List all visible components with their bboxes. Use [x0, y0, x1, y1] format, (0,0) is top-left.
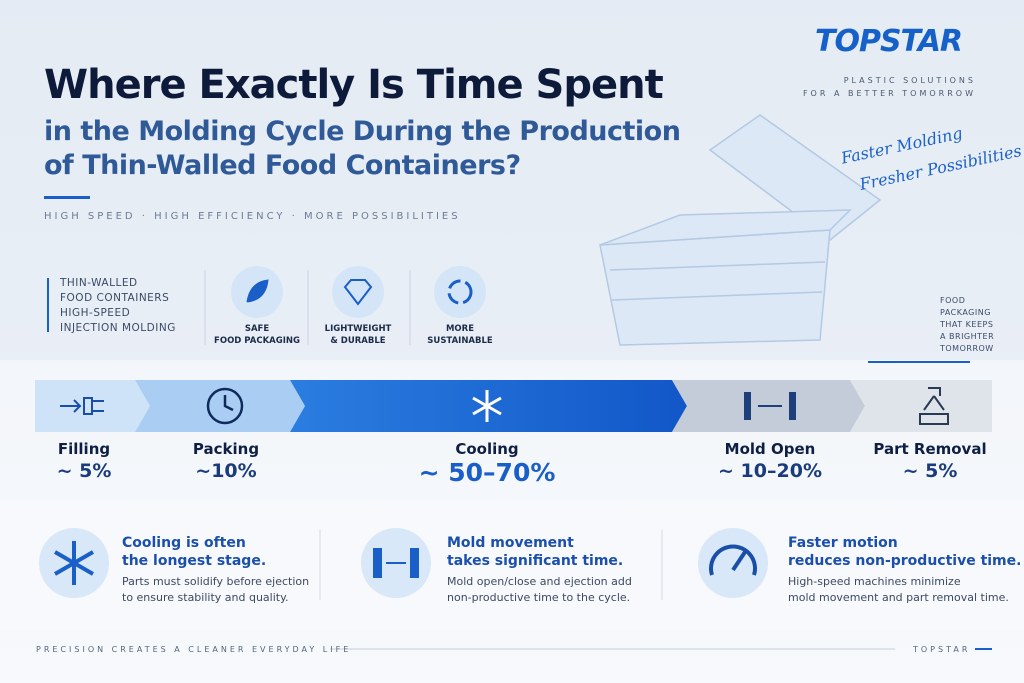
feature-label: SAFE [244, 324, 270, 334]
feature-icons [231, 266, 486, 318]
stage-name: Mold Open [724, 440, 816, 458]
insight-title: the longest stage. [122, 553, 267, 569]
title: Where Exactly Is Time Spent [44, 62, 664, 108]
tagline: FOR A BETTER TOMORROW [802, 89, 976, 98]
insight-title: takes significant time. [447, 553, 624, 569]
feature-label: SUSTAINABLE [427, 336, 493, 346]
intro: INJECTION MOLDING [60, 322, 176, 334]
feature-label: LIGHTWEIGHT [324, 324, 392, 334]
intro: FOOD CONTAINERS [60, 292, 170, 304]
stage-share: ~ 50–70% [418, 458, 556, 487]
stage-name: Packing [192, 440, 260, 458]
tagline: PLASTIC SOLUTIONS [843, 76, 976, 85]
insight-body: High-speed machines minimize [788, 575, 961, 588]
keywords: HIGH SPEED · HIGH EFFICIENCY · MORE POSS… [44, 211, 461, 222]
stage-share: ~ 5% [56, 460, 112, 482]
insight-body: non-productive time to the cycle. [447, 591, 631, 604]
stage-share: ~ 10–20% [718, 460, 822, 482]
feature-label: FOOD PACKAGING [214, 336, 300, 346]
stage-share: ~10% [195, 460, 257, 482]
stage-name: Part Removal [873, 440, 987, 458]
subtitle: of Thin-Walled Food Containers? [44, 150, 521, 181]
subtitle: in the Molding Cycle During the Producti… [44, 116, 681, 147]
insight-title: Cooling is often [122, 535, 246, 551]
insight-body: Parts must solidify before ejection [122, 575, 310, 588]
side-note: PACKAGING [940, 308, 991, 317]
side-note: THAT KEEPS [940, 320, 994, 329]
stage-share: ~ 5% [902, 460, 958, 482]
side-note: TOMORROW [940, 344, 994, 353]
insight-panel [0, 500, 1024, 630]
insight-title: Mold movement [447, 535, 574, 551]
container-illustration [599, 114, 882, 346]
stage-band [35, 380, 992, 432]
feature-label: & DURABLE [330, 336, 386, 346]
footer-brand: TOPSTAR [913, 645, 971, 654]
stage-name: Filling [57, 440, 111, 458]
intro: HIGH-SPEED [60, 307, 131, 319]
backdrop [0, 0, 1024, 360]
accent [44, 196, 90, 199]
insight-title: Faster motion [788, 535, 898, 551]
insight-body: Mold open/close and ejection add [447, 575, 632, 588]
logo: TOPSTAR [815, 24, 963, 59]
feature-label: MORE [445, 324, 475, 334]
side-note: A BRIGHTER [940, 332, 995, 341]
insight-body: mold movement and part removal time. [788, 591, 1009, 604]
insight-body: to ensure stability and quality. [122, 591, 289, 604]
insight-icons [39, 528, 768, 598]
footer-text: PRECISION CREATES A CLEANER EVERYDAY LIF… [36, 645, 352, 654]
side-note: FOOD [940, 296, 966, 305]
insight-title: reduces non-productive time. [788, 553, 1022, 569]
stage-name: Cooling [455, 440, 519, 458]
intro: THIN-WALLED [60, 277, 138, 289]
